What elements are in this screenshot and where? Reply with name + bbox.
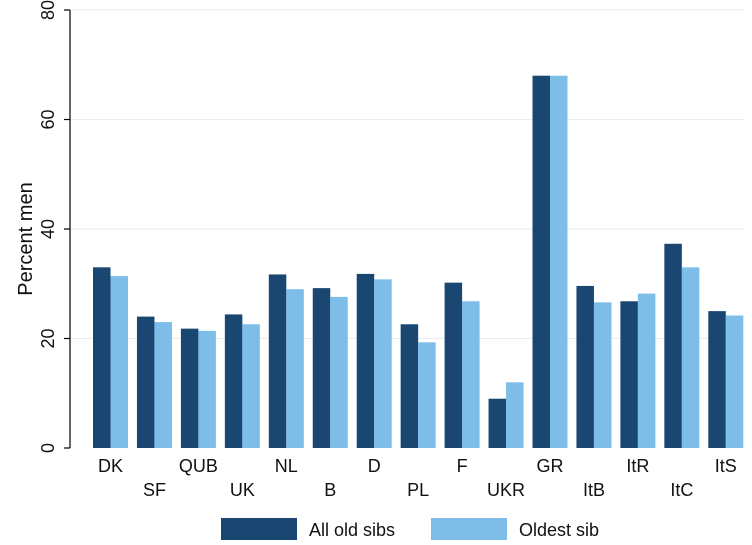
bar-gr-all-old-sibs	[532, 75, 550, 448]
bar-itc-all-old-sibs	[664, 243, 682, 448]
bar-d-all-old-sibs	[356, 273, 375, 448]
legend-swatch-oldest-sib	[431, 518, 507, 540]
bar-sf-all-old-sibs	[136, 316, 155, 448]
x-category-label-d: D	[368, 456, 381, 476]
bar-d-oldest-sib	[374, 279, 392, 448]
bar-qub-oldest-sib	[198, 330, 216, 448]
bar-itr-all-old-sibs	[620, 301, 638, 448]
y-tick-label: 40	[38, 219, 58, 239]
y-tick-labels: 0 20 40 60 80	[38, 0, 58, 453]
x-category-label-its: ItS	[715, 456, 737, 476]
x-category-label-f: F	[457, 456, 468, 476]
bar-its-all-old-sibs	[708, 311, 726, 448]
bar-ukr-all-old-sibs	[488, 398, 507, 448]
legend: All old sibs Oldest sib	[221, 518, 599, 540]
bar-itb-oldest-sib	[593, 302, 612, 448]
bar-ukr-oldest-sib	[506, 382, 524, 448]
x-category-label-itc: ItC	[670, 480, 693, 500]
x-category-label-uk: UK	[230, 480, 255, 500]
x-category-label-itr: ItR	[626, 456, 649, 476]
bar-nl-all-old-sibs	[268, 274, 287, 448]
x-category-label-sf: SF	[143, 480, 166, 500]
bar-b-all-old-sibs	[312, 288, 331, 448]
y-axis-title: Percent men	[15, 182, 37, 295]
bars	[93, 75, 744, 448]
x-category-label-gr: GR	[537, 456, 564, 476]
x-category-label-ukr: UKR	[487, 480, 525, 500]
y-tick-label: 0	[38, 443, 58, 453]
bar-sf-oldest-sib	[154, 322, 172, 448]
bar-itr-oldest-sib	[637, 293, 656, 448]
x-category-labels: DK SF QUB UK NL B D PL F UKR GR ItB ItR ItC ItS	[98, 456, 737, 500]
bar-its-oldest-sib	[725, 315, 744, 448]
x-category-label-dk: DK	[98, 456, 123, 476]
x-category-label-qub: QUB	[179, 456, 218, 476]
bar-dk-oldest-sib	[110, 276, 128, 448]
x-category-label-pl: PL	[407, 480, 429, 500]
bar-gr-oldest-sib	[550, 75, 568, 448]
x-category-label-itb: ItB	[583, 480, 605, 500]
y-tick-label: 60	[38, 109, 58, 129]
axes	[64, 9, 71, 449]
x-category-label-b: B	[324, 480, 336, 500]
bar-nl-oldest-sib	[286, 289, 304, 448]
bar-uk-all-old-sibs	[224, 314, 243, 448]
bar-pl-oldest-sib	[418, 342, 436, 448]
bar-itc-oldest-sib	[681, 267, 700, 448]
y-tick-label: 20	[38, 328, 58, 348]
bar-f-all-old-sibs	[444, 282, 463, 448]
bar-dk-all-old-sibs	[93, 267, 111, 448]
bar-itb-all-old-sibs	[576, 285, 594, 448]
bar-qub-all-old-sibs	[180, 328, 199, 448]
legend-label-oldest-sib: Oldest sib	[519, 520, 599, 540]
gridlines	[70, 9, 745, 339]
legend-label-all-old-sibs: All old sibs	[309, 520, 395, 540]
bar-pl-all-old-sibs	[400, 324, 419, 448]
y-tick-label: 80	[38, 0, 58, 20]
x-category-label-nl: NL	[275, 456, 298, 476]
bar-f-oldest-sib	[462, 301, 480, 448]
legend-swatch-all-old-sibs	[221, 518, 297, 540]
bar-uk-oldest-sib	[242, 324, 260, 448]
bar-b-oldest-sib	[330, 296, 348, 448]
